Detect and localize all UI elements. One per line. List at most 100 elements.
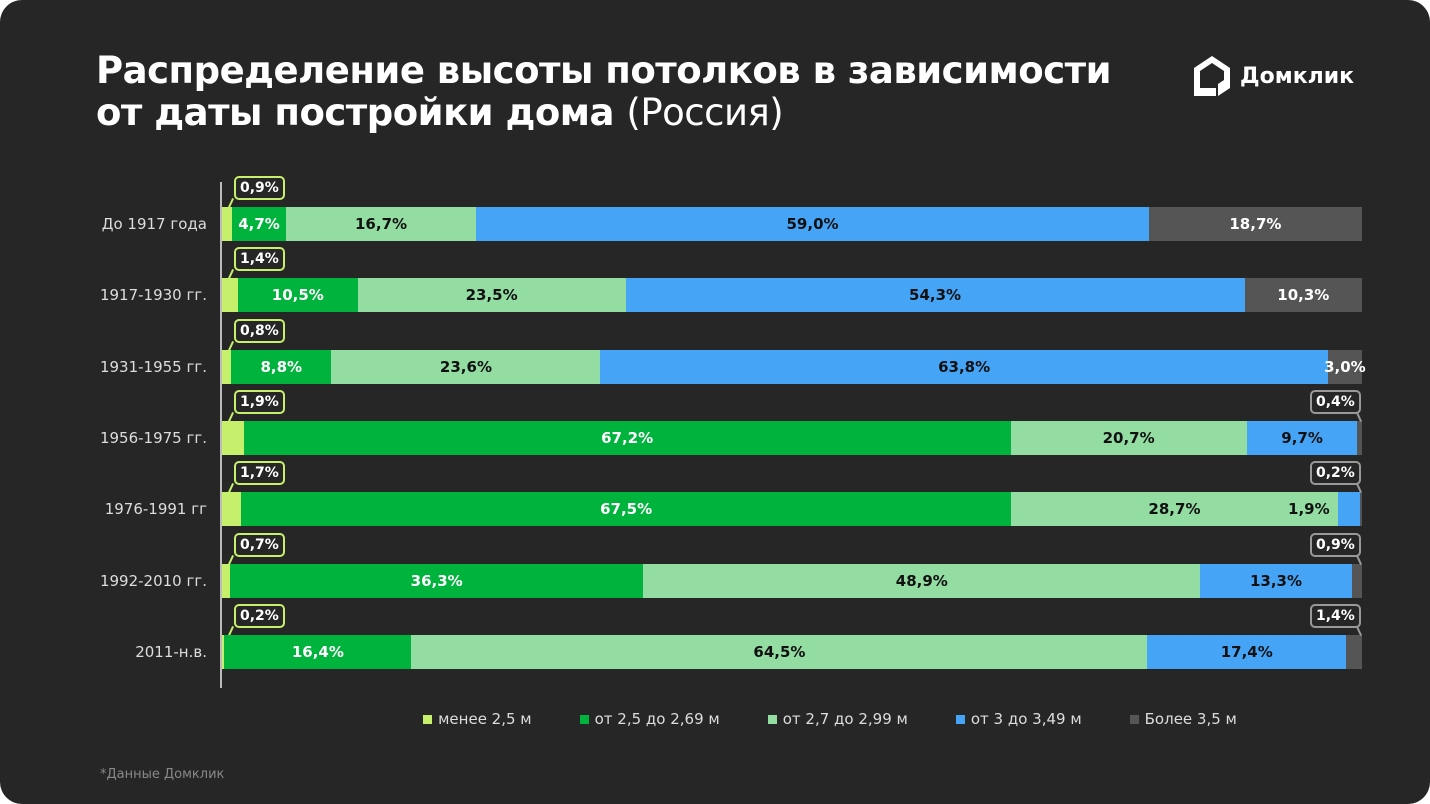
legend: менее 2,5 м от 2,5 до 2,69 м от 2,7 до 2,9…: [0, 710, 1430, 728]
data-label: 18,7%: [1229, 215, 1282, 233]
data-label: 28,7%: [1148, 500, 1201, 519]
logo-text: Домклик: [1240, 63, 1355, 89]
data-label: 59,0%: [786, 215, 839, 233]
bar-segment: 4,7%: [232, 207, 286, 241]
data-label-callout: 1,4%: [234, 247, 285, 272]
logo: Домклик: [1192, 54, 1354, 98]
bar-segment: [222, 420, 244, 455]
bar-segment: [1338, 492, 1360, 527]
data-label: 16,4%: [291, 642, 344, 661]
legend-label: Более 3,5 м: [1144, 710, 1237, 728]
bar-segment: [222, 634, 225, 669]
data-label: 3,0%: [1324, 357, 1366, 376]
data-label-callout: 1,7%: [234, 461, 285, 486]
data-label: 13,3%: [1249, 571, 1303, 590]
legend-swatch: [579, 714, 589, 724]
legend-item: Более 3,5 м: [1129, 710, 1237, 728]
legend-label: от 3 до 3,49 м: [970, 710, 1082, 728]
chart-title: Распределение высоты потолков в зависимо…: [96, 49, 1112, 134]
bar-segment: 16,4%: [224, 634, 412, 669]
data-label-callout: 0,4%: [1310, 389, 1361, 414]
data-label-callout: 0,9%: [234, 176, 285, 200]
data-label-callout: 1,9%: [234, 389, 285, 414]
footnote: *Данные Домклик: [100, 767, 225, 782]
data-label: 67,5%: [600, 500, 653, 519]
bar-segment: 54,3%: [625, 278, 1245, 313]
category-label: 1956-1975 гг.: [99, 428, 207, 447]
title-line-2: от даты постройки дома: [96, 91, 615, 134]
bar-segment: 28,7%: [1010, 492, 1339, 527]
legend-label: от 2,7 до 2,99 м: [782, 710, 908, 728]
data-label: 10,5%: [271, 286, 324, 305]
bar-segment: 8,8%: [231, 349, 332, 384]
bar-segment: [1346, 634, 1362, 669]
bar-segment: 64,5%: [411, 634, 1148, 669]
legend-item: от 2,7 до 2,99 м: [767, 710, 908, 728]
bar-segment: 20,7%: [1010, 420, 1247, 455]
data-label: 1,9%: [1288, 500, 1330, 519]
category-label: 2011-н.в.: [135, 642, 207, 661]
data-label: 36,3%: [410, 571, 463, 590]
y-axis-line: [220, 182, 222, 688]
data-label: 10,3%: [1277, 286, 1330, 305]
bar-segment: 3,0%: [1324, 349, 1366, 384]
bar-segment: 36,3%: [229, 563, 644, 598]
data-label-callout: 0,7%: [234, 532, 285, 557]
bar-segment: 63,8%: [600, 349, 1328, 384]
title-suffix: (Россия): [626, 91, 784, 134]
bar-segment: 18,7%: [1148, 207, 1362, 241]
category-label: 1992-2010 гг.: [99, 571, 207, 590]
data-label: 23,6%: [439, 357, 492, 376]
data-label: 16,7%: [354, 215, 408, 233]
bar-segment: 13,3%: [1200, 563, 1352, 598]
legend-item: от 3 до 3,49 м: [955, 710, 1082, 728]
data-label-callout: 1,4%: [1310, 603, 1361, 628]
bar-segment: [222, 563, 230, 598]
bar-segment: 23,5%: [357, 278, 626, 313]
category-label: 1917-1930 гг.: [99, 286, 207, 305]
bar-segment: [1359, 492, 1362, 527]
legend-swatch: [423, 714, 433, 724]
data-label: 17,4%: [1220, 642, 1273, 661]
data-label: 67,2%: [601, 428, 654, 447]
data-label: 48,9%: [895, 571, 948, 590]
data-label: 9,7%: [1281, 428, 1323, 447]
bar-segment: 67,5%: [241, 492, 1011, 527]
title-line-1: Распределение высоты потолков в зависимо…: [96, 49, 1112, 92]
category-label: 1931-1955 гг.: [99, 357, 207, 376]
bar-segment: 16,7%: [285, 207, 477, 241]
bar-segment: [222, 492, 242, 527]
legend-item: от 2,5 до 2,69 м: [579, 710, 720, 728]
bar-segment: 10,3%: [1244, 278, 1362, 313]
legend-label: менее 2,5 м: [438, 710, 532, 728]
data-label-callout: 0,9%: [1310, 532, 1361, 557]
bar-segment: 17,4%: [1147, 634, 1346, 669]
data-label: 23,5%: [465, 286, 518, 305]
data-label-callout: 0,2%: [1310, 461, 1361, 486]
category-label: До 1917 года: [101, 215, 207, 233]
data-label: 64,5%: [753, 642, 806, 661]
bar-segment: [222, 349, 232, 384]
bar-segment: 23,6%: [331, 349, 601, 384]
bar-segment: 59,0%: [476, 207, 1149, 241]
data-label: 20,7%: [1102, 428, 1155, 447]
bar-segment: 9,7%: [1246, 420, 1358, 455]
bar-segment: [1357, 420, 1362, 455]
legend-item: менее 2,5 м: [423, 710, 532, 728]
bar-segment: [222, 207, 233, 241]
bar-segment: 67,2%: [243, 420, 1011, 455]
house-logo-icon: [1194, 56, 1230, 96]
bar-segment: [222, 278, 238, 313]
category-label: 1976-1991 гг: [104, 500, 207, 519]
data-label: 54,3%: [909, 286, 962, 305]
data-label: 4,7%: [238, 215, 280, 233]
legend-swatch: [767, 714, 777, 724]
legend-label: от 2,5 до 2,69 м: [594, 710, 720, 728]
bar-segment: 10,5%: [237, 278, 358, 313]
data-label-callout: 0,2%: [234, 603, 285, 628]
legend-swatch: [955, 714, 965, 724]
bar-segment: [1351, 563, 1362, 598]
bar-segment: 48,9%: [643, 563, 1201, 598]
legend-swatch: [1129, 714, 1139, 724]
